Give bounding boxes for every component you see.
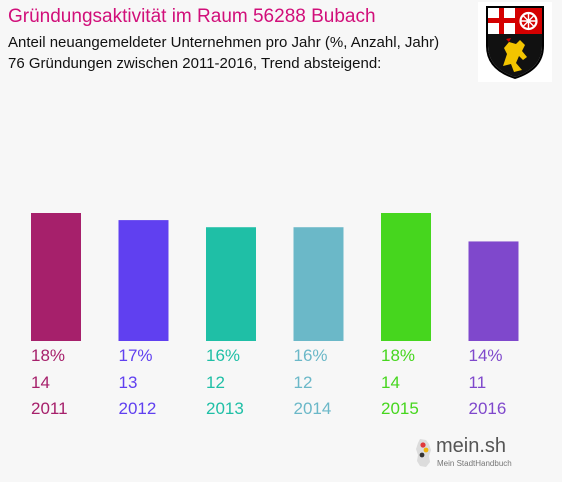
percent-label-2012: 17% — [118, 346, 153, 365]
count-label-2014: 12 — [293, 373, 313, 392]
bar-2013 — [206, 227, 256, 341]
count-label-2013: 12 — [206, 373, 225, 392]
bar-2011 — [31, 213, 81, 341]
percent-label-2014: 16% — [293, 346, 328, 365]
logo-name: mein.sh — [436, 435, 507, 457]
bar-2012 — [118, 220, 169, 341]
count-label-2015: 14 — [381, 373, 400, 392]
year-label-2016: 2016 — [468, 399, 507, 418]
year-label-2013: 2013 — [206, 399, 244, 418]
year-label-2015: 2015 — [381, 399, 419, 418]
percent-label-2011: 18% — [31, 346, 66, 365]
bar-2014 — [293, 227, 344, 341]
count-label-2016: 11 — [468, 373, 487, 392]
chart-title: Gründungsaktivität im Raum 56288 Bubach — [8, 6, 376, 27]
count-label-2012: 13 — [118, 373, 138, 392]
year-label-2012: 2012 — [118, 399, 157, 418]
bar-2015 — [381, 213, 431, 341]
logo-tagline: Mein StadtHandbuch — [437, 459, 512, 468]
percent-label-2015: 18% — [381, 346, 416, 365]
count-label-2011: 14 — [31, 373, 50, 392]
percent-label-2013: 16% — [206, 346, 241, 365]
mein-sh-logo[interactable]: mein.sh Mein StadtHandbuch — [414, 434, 526, 474]
chart-subtitle: Anteil neuangemeldeter Unternehmen pro J… — [8, 34, 440, 51]
year-label-2011: 2011 — [31, 399, 68, 418]
percent-label-2016: 14% — [468, 346, 503, 365]
bar-2016 — [468, 241, 519, 341]
year-label-2014: 2014 — [293, 399, 332, 418]
coat-of-arms-icon — [478, 2, 552, 82]
germany-map-icon — [416, 439, 431, 467]
chart-summary: 76 Gründungen zwischen 2011-2016, Trend … — [8, 55, 382, 72]
